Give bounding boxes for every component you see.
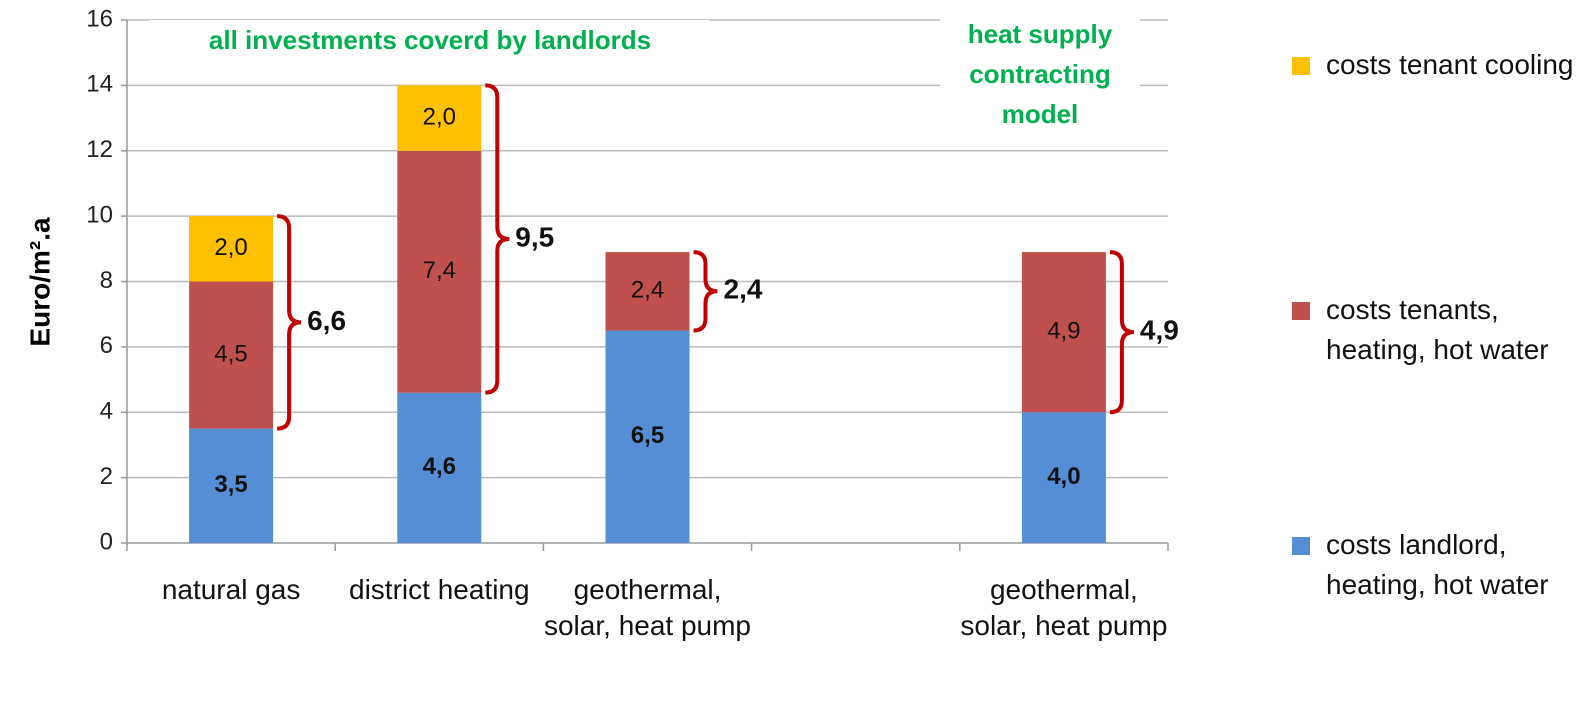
value-label: 4,9 [1047, 318, 1080, 345]
y-tick-label: 0 [100, 528, 113, 555]
y-tick-label: 12 [86, 136, 113, 163]
annotation: all investments coverd by landlords [150, 20, 710, 60]
bar-segment [605, 330, 690, 543]
bar-segment [1021, 412, 1106, 543]
y-tick-label: 4 [100, 398, 113, 425]
annotation: heat supply contracting model [940, 14, 1140, 134]
brace-label: 9,5 [515, 221, 554, 252]
value-label: 6,5 [631, 422, 664, 449]
x-tick-label: district heating [349, 574, 530, 605]
legend-swatch [1292, 302, 1310, 320]
bar-segment [189, 428, 274, 543]
value-label: 2,0 [214, 234, 247, 261]
value-label: 2,4 [631, 277, 664, 304]
legend-item: costs tenant cooling [1292, 45, 1576, 85]
y-tick-label: 16 [86, 5, 113, 32]
brace [693, 250, 718, 333]
legend-label: costs tenant cooling [1326, 49, 1574, 80]
bar-segment [397, 85, 482, 151]
bar-segment [397, 392, 482, 543]
value-label: 7,4 [423, 257, 456, 284]
value-label: 2,0 [423, 103, 456, 130]
value-label: 4,0 [1047, 463, 1080, 490]
bar-segment [1021, 252, 1106, 413]
y-tick-label: 8 [100, 267, 113, 294]
brace [485, 83, 510, 395]
legend-label: costs tenants, heating, hot water [1326, 294, 1549, 365]
legend-item: costs landlord, heating, hot water [1292, 525, 1576, 605]
y-axis-label: Euro/m².a [24, 217, 55, 347]
brace [1109, 250, 1135, 415]
x-tick-label: geothermal, solar, heat pump [960, 574, 1168, 641]
legend-label: costs landlord, heating, hot water [1326, 529, 1549, 600]
value-label: 4,6 [423, 453, 456, 480]
brace-label: 4,9 [1140, 315, 1179, 346]
brace-label: 6,6 [307, 305, 346, 336]
value-label: 4,5 [214, 340, 247, 367]
x-tick-label: geothermal, solar, heat pump [543, 574, 752, 641]
y-tick-label: 10 [86, 201, 113, 228]
bar-segment [189, 281, 274, 429]
y-tick-label: 6 [100, 332, 113, 359]
value-label: 3,5 [214, 471, 247, 498]
y-tick-label: 2 [100, 463, 113, 490]
x-tick-label: natural gas [161, 574, 301, 605]
y-tick-label: 14 [86, 71, 113, 98]
legend-swatch [1292, 537, 1310, 555]
legend-item: costs tenants, heating, hot water [1292, 290, 1576, 370]
legend-swatch [1292, 57, 1310, 75]
bar-segment [605, 252, 690, 331]
bar-segment [189, 216, 274, 282]
brace-label: 2,4 [724, 274, 763, 305]
brace [276, 214, 302, 431]
bar-segment [397, 150, 482, 393]
